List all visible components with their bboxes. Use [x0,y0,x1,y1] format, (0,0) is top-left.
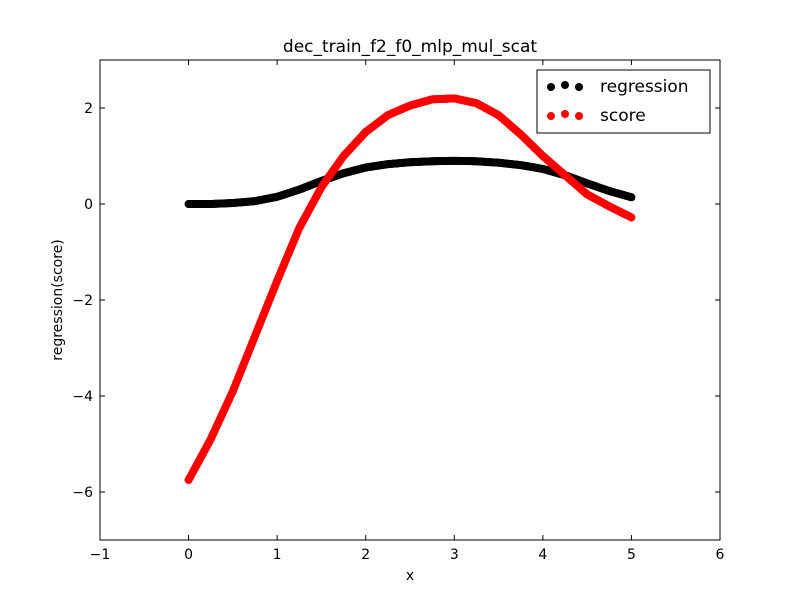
plot-frame [99,59,721,541]
legend-marker-dot [547,83,555,91]
x-tick-label: 6 [716,547,725,563]
x-tick-label: 5 [627,547,636,563]
data-layer [184,94,636,484]
data-point [627,193,636,202]
legend-markers-score [547,110,583,120]
legend-marker-dot [561,81,569,89]
x-tick-label: 3 [450,547,459,563]
y-tick-label: 0 [84,197,93,213]
legend-marker-dot [561,110,569,118]
x-tick-label: 0 [184,547,193,563]
x-tick-label: 4 [538,547,547,563]
y-axis-label: regression(score) [50,239,66,360]
x-tick-label: 1 [273,547,282,563]
legend-marker-dot [547,112,555,120]
legend-marker-dot [575,112,583,120]
legend-marker-dot [575,83,583,91]
y-tick-label: −4 [72,389,93,405]
legend-label-score: score [600,106,646,126]
legend-label-regression: regression [600,77,689,97]
legend-markers-regression [547,81,583,91]
x-tick-label: −1 [90,547,111,563]
y-tick-label: −2 [72,293,93,309]
x-axis-label: x [406,568,414,584]
y-tick-label: 2 [84,101,93,117]
x-tick-label: 2 [361,547,370,563]
chart-title: dec_train_f2_f0_mlp_mul_scat [283,37,538,57]
ticks-layer: −1 0 1 2 3 4 5 6 −6 −4 −2 0 2 [72,60,725,563]
series-regression [184,156,636,208]
legend-box [536,69,711,134]
legend: regression score [536,69,711,134]
series-score [184,94,636,484]
data-point [627,213,636,222]
y-tick-label: −6 [72,485,93,501]
